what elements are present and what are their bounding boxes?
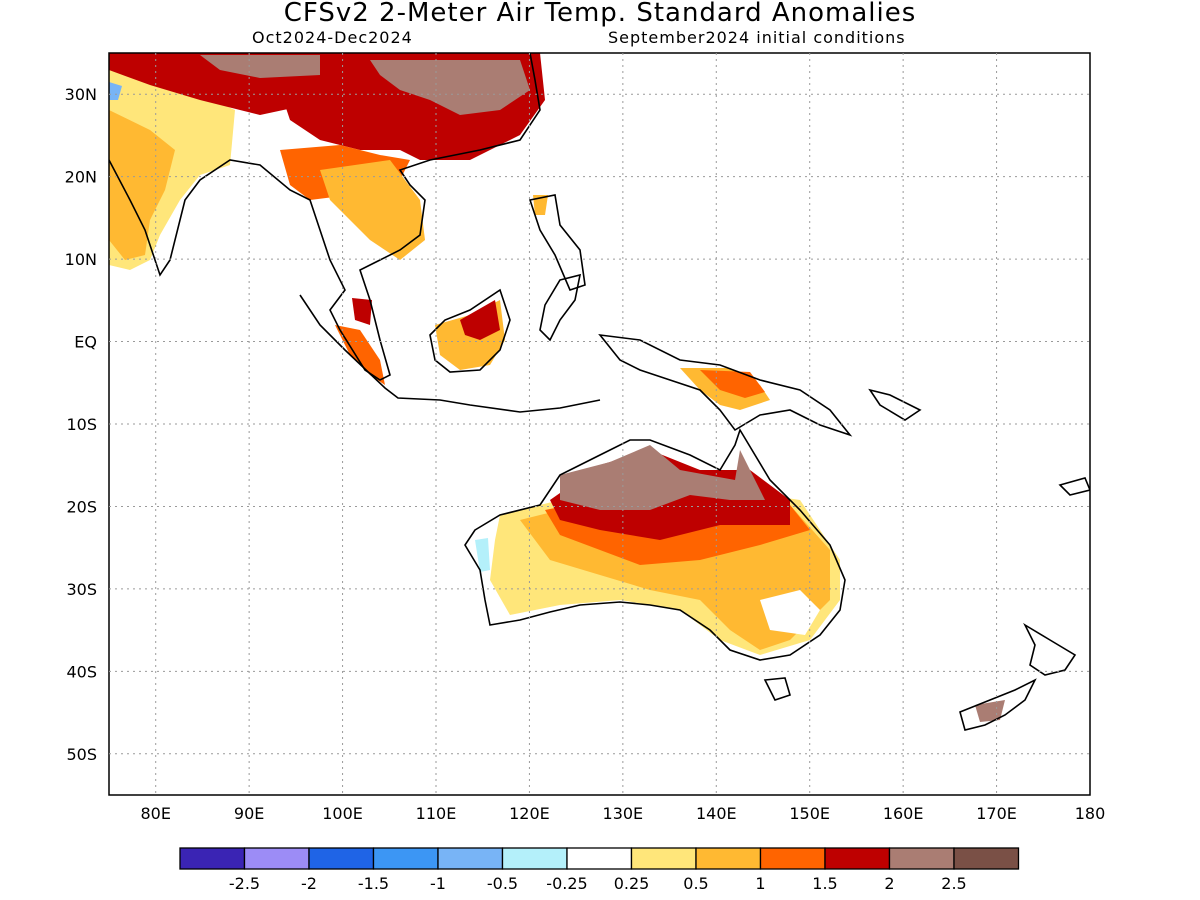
china-brown-anomaly	[370, 60, 530, 115]
legend-label: 2	[884, 874, 894, 893]
legend-swatch	[888, 847, 955, 870]
lon-tick-label: 160E	[883, 804, 924, 823]
lon-tick-label: 120E	[509, 804, 550, 823]
legend-label: -1.5	[358, 874, 389, 893]
lon-tick-label: 180	[1075, 804, 1106, 823]
anomaly-field	[109, 53, 1005, 722]
india-blue-spot	[109, 82, 122, 100]
legend-label: 0.5	[683, 874, 708, 893]
australia-white-patch	[760, 590, 820, 635]
legend-swatch	[630, 847, 697, 870]
initial-conditions: September2024 initial conditions	[608, 28, 906, 47]
legend-label: -0.25	[546, 874, 587, 893]
lon-tick-label: 140E	[696, 804, 737, 823]
lon-tick-label: 110E	[416, 804, 457, 823]
china-top-brown	[200, 55, 320, 78]
coastlines	[109, 53, 1090, 731]
philippines-anomaly	[533, 195, 548, 215]
borneo-red	[460, 300, 500, 340]
lon-tick-label: 80E	[140, 804, 170, 823]
latitude-axis: 30N 20N 10N EQ 10S 20S 30S 40S 50S	[65, 85, 97, 764]
forecast-period: Oct2024-Dec2024	[252, 28, 413, 47]
longitude-axis: 80E 90E 100E 110E 120E 130E 140E 150E 160E 170E 18…	[140, 804, 1105, 823]
legend-swatch	[243, 847, 310, 870]
lat-tick-label: 10S	[66, 415, 97, 434]
lon-tick-label: 150E	[789, 804, 830, 823]
legend-label: -0.5	[487, 874, 518, 893]
lat-tick-label: 50S	[66, 745, 97, 764]
australia-blue-patch	[475, 538, 490, 572]
legend-label: 0.25	[614, 874, 650, 893]
lat-tick-label: 20S	[66, 497, 97, 516]
indochina-yellow	[320, 160, 425, 260]
legend-swatch	[372, 847, 439, 870]
legend-label: 1.5	[812, 874, 837, 893]
legend-swatch	[824, 847, 891, 870]
nz-anomaly	[975, 700, 1005, 722]
legend-label: 2.5	[941, 874, 966, 893]
map-title: CFSv2 2-Meter Air Temp. Standard Anomali…	[283, 0, 917, 28]
legend-swatch	[501, 847, 568, 870]
lat-tick-label: 20N	[65, 168, 97, 187]
lat-tick-label: EQ	[74, 333, 97, 352]
lat-tick-label: 10N	[65, 250, 97, 269]
legend-swatch	[695, 847, 762, 870]
legend-label: -1	[430, 874, 446, 893]
sumatra-red	[352, 298, 372, 325]
legend-labels: -2.5 -2 -1.5 -1 -0.5 -0.25 0.25 0.5 1 1.5 2 2.5	[229, 874, 967, 893]
gridlines	[109, 53, 1090, 795]
legend-swatch	[179, 847, 246, 870]
lon-tick-label: 130E	[603, 804, 644, 823]
legend-label: -2	[301, 874, 317, 893]
india-orange-anomaly	[109, 110, 175, 260]
legend-swatch	[566, 847, 633, 870]
lat-tick-label: 30N	[65, 85, 97, 104]
lat-tick-label: 40S	[66, 662, 97, 681]
sumatra-anomaly	[335, 325, 385, 385]
australia-brown	[560, 445, 765, 510]
lon-tick-label: 90E	[234, 804, 264, 823]
legend-swatch	[953, 847, 1020, 870]
lat-tick-label: 30S	[66, 580, 97, 599]
lon-tick-label: 100E	[322, 804, 363, 823]
legend-label: -2.5	[229, 874, 260, 893]
legend-swatch	[437, 847, 504, 870]
legend-colorbar	[179, 847, 1020, 870]
legend-label: 1	[755, 874, 765, 893]
legend-swatch	[759, 847, 826, 870]
legend-swatch	[308, 847, 375, 870]
lon-tick-label: 170E	[976, 804, 1017, 823]
